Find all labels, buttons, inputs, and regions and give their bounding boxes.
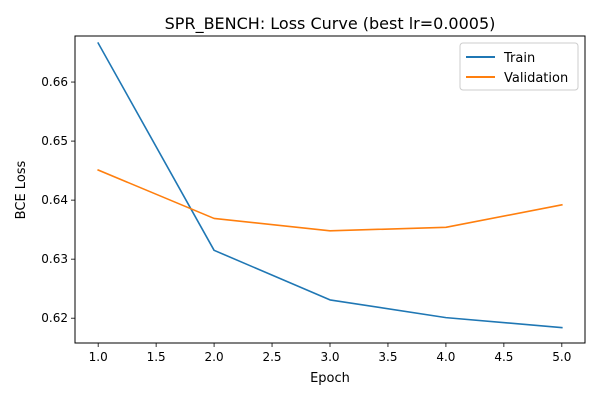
series-layer — [97, 41, 563, 329]
legend-label-validation: Validation — [504, 71, 568, 86]
x-axis-ticks: 1.0 1.5 2.0 2.5 3.0 3.5 4.0 4.5 5.0 — [89, 343, 571, 364]
x-tick-label: 2.0 — [205, 350, 224, 364]
y-tick-label: 0.64 — [41, 193, 68, 207]
y-axis-ticks: 0.62 0.63 0.64 0.65 0.66 — [41, 75, 75, 325]
y-tick-label: 0.62 — [41, 311, 68, 325]
x-tick-label: 3.5 — [378, 350, 397, 364]
series-line-validation — [97, 168, 563, 232]
x-tick-label: 2.5 — [262, 350, 281, 364]
legend-box — [459, 42, 579, 91]
x-axis-label: Epoch — [310, 371, 350, 386]
legend-label-train: Train — [503, 51, 535, 66]
x-tick-label: 5.0 — [552, 350, 571, 364]
y-tick-label: 0.65 — [41, 134, 68, 148]
x-tick-label: 1.5 — [147, 350, 166, 364]
chart-title: SPR_BENCH: Loss Curve (best lr=0.0005) — [165, 14, 496, 34]
y-axis-label: BCE Loss — [14, 160, 29, 219]
x-tick-label: 4.0 — [436, 350, 455, 364]
y-tick-label: 0.66 — [41, 75, 68, 89]
x-tick-label: 1.0 — [89, 350, 108, 364]
x-tick-label: 3.0 — [320, 350, 339, 364]
series-line-train — [97, 41, 563, 329]
x-tick-label: 4.5 — [494, 350, 513, 364]
legend: Train Validation — [459, 42, 579, 91]
y-tick-label: 0.63 — [41, 252, 68, 266]
